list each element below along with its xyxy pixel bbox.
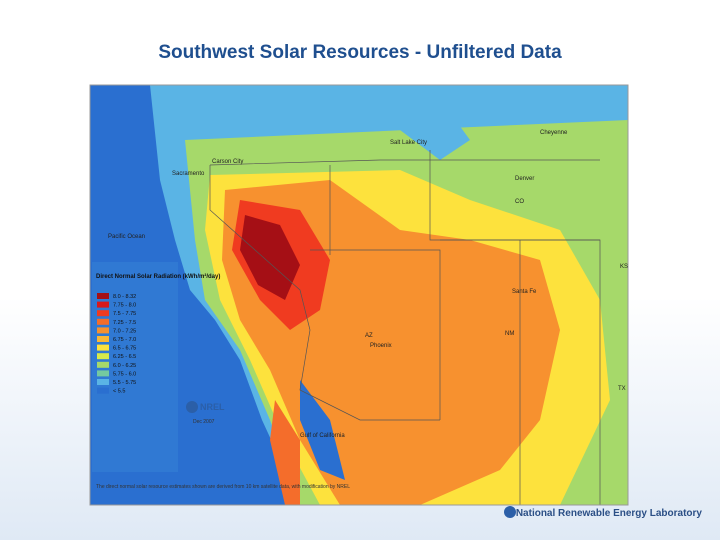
legend-swatch	[97, 370, 109, 377]
state-label: TX	[618, 386, 626, 392]
place-label: Gulf of California	[300, 433, 345, 439]
slide-title: Southwest Solar Resources - Unfiltered D…	[158, 42, 562, 63]
legend-swatch	[97, 336, 109, 342]
legend-label: 8.0 - 8.32	[113, 294, 136, 300]
legend-label: 5.75 - 6.0	[113, 371, 136, 377]
place-label: Sacramento	[172, 171, 205, 177]
place-label: Salt Lake City	[390, 140, 427, 146]
legend-swatch	[97, 327, 109, 334]
legend-swatch	[97, 301, 109, 308]
place-label: Santa Fe	[512, 289, 537, 295]
map-image	[90, 85, 628, 505]
legend-label: < 5.5	[113, 389, 125, 395]
legend-label: 6.75 - 7.0	[113, 337, 136, 343]
legend-label: 7.25 - 7.5	[113, 320, 136, 326]
state-label: KS	[620, 264, 628, 270]
legend-swatch	[97, 293, 109, 299]
state-label: AZ	[365, 333, 373, 339]
legend-swatch	[97, 387, 109, 394]
map-date: Dec 2007	[193, 419, 215, 425]
legend-swatch	[97, 344, 109, 351]
legend-label: 7.0 - 7.25	[113, 328, 136, 334]
state-label: CO	[515, 199, 524, 205]
legend-label: 6.5 - 6.75	[113, 346, 136, 352]
legend-label: 6.25 - 6.5	[113, 354, 136, 360]
place-label: Cheyenne	[540, 130, 568, 136]
legend-swatch	[97, 318, 109, 325]
footer-logo	[504, 506, 516, 518]
legend-title: Direct Normal Solar Radiation (kWh/m²/da…	[96, 273, 220, 280]
legend-label: 7.75 - 8.0	[113, 303, 136, 309]
legend-swatch	[97, 379, 109, 385]
place-label: Denver	[515, 176, 534, 182]
legend-swatch	[97, 310, 109, 317]
legend-label: 7.5 - 7.75	[113, 311, 136, 317]
legend-label: 5.5 - 5.75	[113, 380, 136, 386]
map-frame	[89, 84, 629, 506]
place-label: Pacific Ocean	[108, 234, 145, 240]
place-label: Phoenix	[370, 343, 392, 349]
legend-swatch	[97, 361, 109, 368]
state-label: NM	[505, 331, 514, 337]
footer: National Renewable Energy Laboratory	[515, 508, 702, 519]
logo-text: NREL	[200, 402, 225, 412]
legend-label: 6.0 - 6.25	[113, 363, 136, 369]
place-label: Carson City	[212, 159, 243, 165]
legend-swatch	[97, 353, 109, 360]
map-note: The direct normal solar resource estimat…	[96, 484, 350, 490]
nrel-logo: NREL Dec 2007 The direct normal solar re…	[96, 401, 350, 490]
